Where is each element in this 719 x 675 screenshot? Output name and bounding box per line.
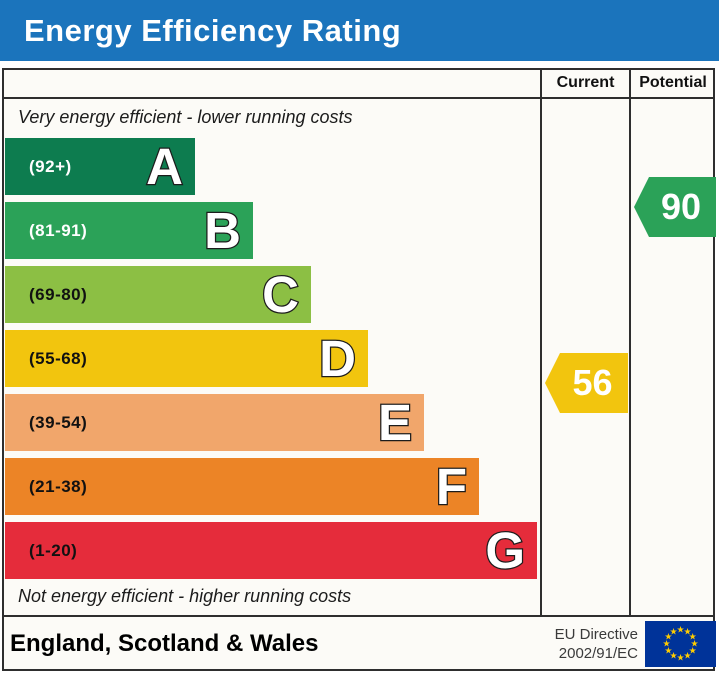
band-c: (69-80) C <box>5 265 311 325</box>
title-bar: Energy Efficiency Rating <box>0 0 719 61</box>
band-e: (39-54) E <box>5 393 424 453</box>
band-b: (81-91) B <box>5 201 253 261</box>
eu-star-icon: ★ <box>669 626 678 637</box>
eu-star-icon: ★ <box>683 626 692 637</box>
eu-flag: ★ ★ ★ ★ ★ ★ ★ ★ ★ ★ ★ ★ <box>645 621 716 667</box>
footer-divider-line <box>2 615 715 617</box>
current-rating-value: 56 <box>572 362 613 403</box>
region-label: England, Scotland & Wales <box>10 630 319 657</box>
band-letter: D <box>318 329 357 389</box>
eu-directive-line2: 2002/91/EC <box>558 645 638 662</box>
band-f: (21-38) F <box>5 457 479 517</box>
band-letter: B <box>203 201 242 261</box>
potential-rating-marker: 90 <box>634 177 716 237</box>
band-range-label: (81-91) <box>29 220 88 240</box>
band-a: (92+) A <box>5 137 195 197</box>
page-title: Energy Efficiency Rating <box>24 12 402 48</box>
potential-column-divider <box>629 68 631 617</box>
eu-star-icon: ★ <box>690 638 699 649</box>
band-d: (55-68) D <box>5 329 368 389</box>
band-letter: E <box>377 393 414 453</box>
current-column-header: Current <box>556 73 615 91</box>
band-range-label: (92+) <box>29 156 72 176</box>
eu-star-icon: ★ <box>669 650 678 661</box>
band-range-label: (55-68) <box>29 348 88 368</box>
eu-directive-label: EU Directive 2002/91/EC <box>520 621 638 667</box>
eu-star-icon: ★ <box>688 631 697 642</box>
eu-star-icon: ★ <box>688 645 697 656</box>
band-letter: F <box>435 457 469 517</box>
band-letter: C <box>261 265 300 325</box>
eu-star-icon: ★ <box>662 638 671 649</box>
band-letter: A <box>145 137 184 197</box>
potential-rating-value: 90 <box>660 186 702 227</box>
current-column-divider <box>540 68 542 617</box>
eu-star-icon: ★ <box>676 624 685 635</box>
band-letter: G <box>484 521 526 581</box>
band-range-label: (39-54) <box>29 412 88 432</box>
eu-directive-line1: EU Directive <box>554 625 638 643</box>
top-note: Very energy efficient - lower running co… <box>18 107 353 127</box>
band-g: (1-20) G <box>5 521 537 581</box>
bottom-note: Not energy efficient - higher running co… <box>18 586 352 606</box>
band-range-label: (21-38) <box>29 476 88 496</box>
band-range-label: (1-20) <box>29 540 78 560</box>
current-rating-marker: 56 <box>545 353 628 413</box>
eu-star-icon: ★ <box>664 645 673 656</box>
eu-star-icon: ★ <box>664 631 673 642</box>
header-divider-line <box>2 97 715 99</box>
eu-star-icon: ★ <box>676 652 685 663</box>
band-range-label: (69-80) <box>29 284 88 304</box>
potential-column-header: Potential <box>639 73 707 91</box>
eu-star-icon: ★ <box>683 650 692 661</box>
